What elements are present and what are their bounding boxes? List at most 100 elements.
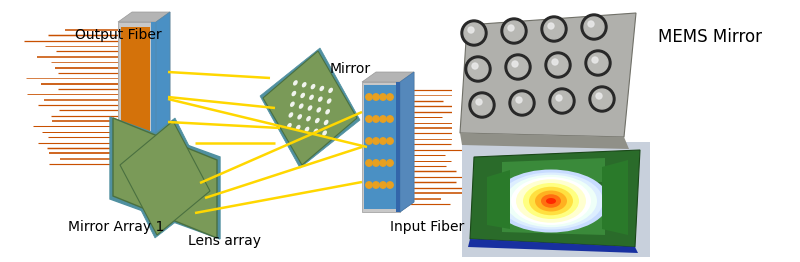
Circle shape [545, 52, 571, 78]
Ellipse shape [290, 102, 294, 107]
Circle shape [588, 53, 608, 73]
Circle shape [469, 92, 495, 118]
Circle shape [464, 23, 484, 43]
Polygon shape [113, 118, 217, 238]
Circle shape [366, 182, 372, 188]
Ellipse shape [505, 175, 597, 227]
Circle shape [465, 56, 491, 82]
Polygon shape [110, 117, 220, 239]
Circle shape [596, 93, 602, 99]
Circle shape [589, 86, 615, 112]
Circle shape [387, 116, 394, 122]
Circle shape [588, 21, 594, 27]
Ellipse shape [298, 114, 302, 119]
Circle shape [387, 160, 394, 166]
Circle shape [380, 160, 386, 166]
Polygon shape [460, 13, 636, 137]
Circle shape [472, 95, 492, 115]
Circle shape [556, 95, 562, 101]
Ellipse shape [516, 179, 586, 223]
Circle shape [584, 17, 604, 37]
Circle shape [373, 116, 379, 122]
Circle shape [366, 116, 372, 122]
Circle shape [552, 59, 558, 65]
Ellipse shape [326, 109, 330, 114]
Polygon shape [121, 27, 150, 167]
Ellipse shape [308, 105, 312, 111]
Text: Input Fiber: Input Fiber [390, 220, 464, 234]
Text: Mirror Array 1: Mirror Array 1 [68, 220, 164, 234]
Ellipse shape [499, 172, 603, 230]
Circle shape [544, 19, 564, 39]
Polygon shape [468, 239, 638, 253]
Circle shape [549, 88, 575, 114]
Circle shape [461, 20, 487, 46]
Polygon shape [400, 72, 414, 212]
Polygon shape [156, 12, 170, 172]
Circle shape [476, 99, 482, 105]
Polygon shape [263, 51, 357, 165]
Polygon shape [156, 12, 170, 172]
Circle shape [548, 23, 554, 29]
Circle shape [468, 59, 488, 79]
Circle shape [581, 14, 607, 40]
Ellipse shape [529, 187, 573, 215]
Ellipse shape [315, 118, 320, 123]
Circle shape [373, 94, 379, 100]
Circle shape [380, 94, 386, 100]
Text: Lens array: Lens array [189, 234, 262, 248]
Ellipse shape [523, 183, 579, 219]
Ellipse shape [324, 120, 329, 125]
Ellipse shape [317, 107, 321, 113]
Bar [462, 142, 650, 257]
Polygon shape [117, 118, 213, 238]
Ellipse shape [535, 190, 567, 211]
Ellipse shape [328, 88, 333, 93]
Text: Output Fiber: Output Fiber [75, 28, 162, 42]
Polygon shape [502, 158, 605, 184]
Ellipse shape [541, 194, 561, 208]
Ellipse shape [291, 91, 296, 96]
Polygon shape [362, 72, 414, 82]
Polygon shape [602, 160, 628, 235]
Circle shape [508, 25, 514, 31]
Polygon shape [460, 133, 629, 149]
Circle shape [512, 61, 518, 67]
Circle shape [501, 18, 527, 44]
Circle shape [373, 182, 379, 188]
Circle shape [366, 160, 372, 166]
Circle shape [541, 16, 567, 42]
Bar [452, 5, 644, 145]
Ellipse shape [511, 177, 591, 225]
Circle shape [373, 138, 379, 144]
Ellipse shape [300, 93, 305, 98]
Circle shape [387, 182, 394, 188]
Circle shape [508, 57, 528, 77]
Ellipse shape [306, 116, 311, 121]
Polygon shape [118, 12, 170, 22]
Circle shape [366, 138, 372, 144]
Circle shape [592, 57, 598, 63]
Polygon shape [120, 121, 210, 235]
Circle shape [366, 94, 372, 100]
Circle shape [472, 63, 478, 69]
Polygon shape [470, 150, 640, 247]
Circle shape [512, 93, 532, 113]
Ellipse shape [326, 98, 331, 104]
Polygon shape [396, 82, 400, 212]
Circle shape [505, 54, 531, 80]
Circle shape [509, 90, 535, 116]
Ellipse shape [293, 80, 298, 86]
Polygon shape [118, 22, 156, 172]
Ellipse shape [493, 170, 609, 232]
Ellipse shape [546, 198, 556, 204]
Circle shape [373, 160, 379, 166]
Circle shape [380, 116, 386, 122]
Ellipse shape [296, 125, 301, 130]
Circle shape [387, 138, 394, 144]
Ellipse shape [299, 103, 303, 109]
Circle shape [387, 94, 394, 100]
Polygon shape [362, 82, 400, 212]
Circle shape [504, 21, 524, 41]
Ellipse shape [319, 86, 324, 91]
